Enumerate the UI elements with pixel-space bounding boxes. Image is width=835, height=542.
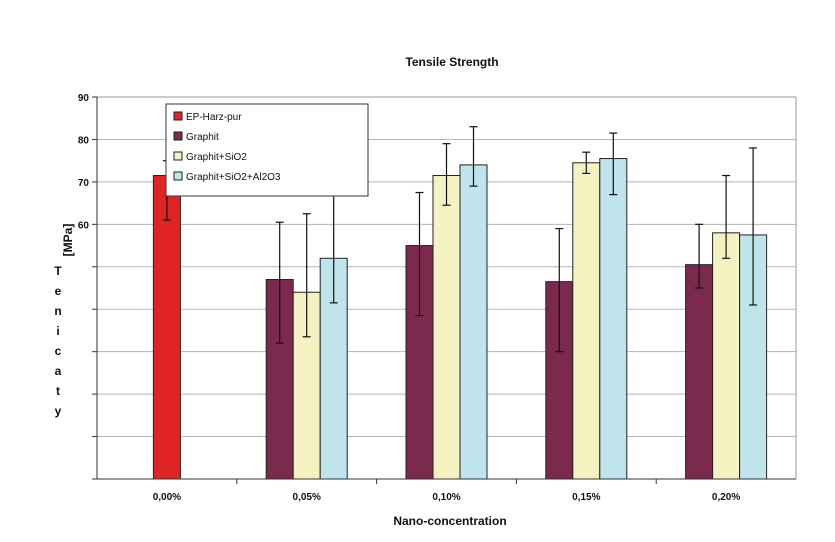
y-tick-labels: 60 70 80 90	[78, 93, 90, 231]
axes	[92, 96, 797, 484]
x-tick-label: 0,10%	[432, 492, 460, 503]
x-tick-label: 0,15%	[572, 492, 600, 503]
bars	[152, 158, 768, 480]
y-axis-unit: [MPa]	[61, 224, 75, 257]
y-axis-letter: i	[56, 324, 59, 338]
y-axis-letter: e	[55, 284, 62, 298]
y-axis-letter: a	[55, 364, 62, 378]
chart-title: Tensile Strength	[405, 55, 498, 69]
bar	[572, 162, 601, 480]
y-tick-label: 70	[78, 178, 90, 189]
legend: EP-Harz-pur Graphit Graphit+SiO2 Graphit+Si…	[165, 103, 369, 197]
x-tick-label: 0,20%	[712, 492, 740, 503]
x-axis-label: Nano-concentration	[393, 514, 506, 528]
legend-label: Graphit	[186, 132, 219, 143]
legend-box	[165, 103, 369, 197]
y-tick-label: 80	[78, 135, 90, 146]
y-axis-letter: t	[56, 384, 60, 398]
legend-swatch	[173, 151, 183, 161]
legend-swatch	[173, 171, 183, 181]
bar	[685, 264, 714, 480]
bar	[712, 232, 741, 480]
legend-swatch	[173, 131, 183, 141]
x-tick-label: 0,00%	[153, 492, 181, 503]
legend-label: EP-Harz-pur	[186, 112, 242, 123]
y-axis-letter: c	[55, 344, 62, 358]
legend-label: Graphit+SiO2	[186, 152, 247, 163]
bar	[432, 175, 461, 480]
x-tick-label: 0,05%	[293, 492, 321, 503]
y-axis-letter: y	[55, 404, 62, 418]
bar	[599, 158, 628, 480]
y-axis-letter: n	[54, 304, 61, 318]
legend-swatch	[173, 111, 183, 121]
y-tick-label: 90	[78, 93, 90, 104]
bar	[152, 175, 181, 480]
y-tick-label: 60	[78, 220, 90, 231]
legend-label: Graphit+SiO2+Al2O3	[186, 172, 281, 183]
bar	[459, 164, 488, 480]
y-axis-letter: T	[54, 264, 62, 278]
x-tick-labels: 0,00% 0,05% 0,10% 0,15% 0,20%	[153, 492, 741, 503]
